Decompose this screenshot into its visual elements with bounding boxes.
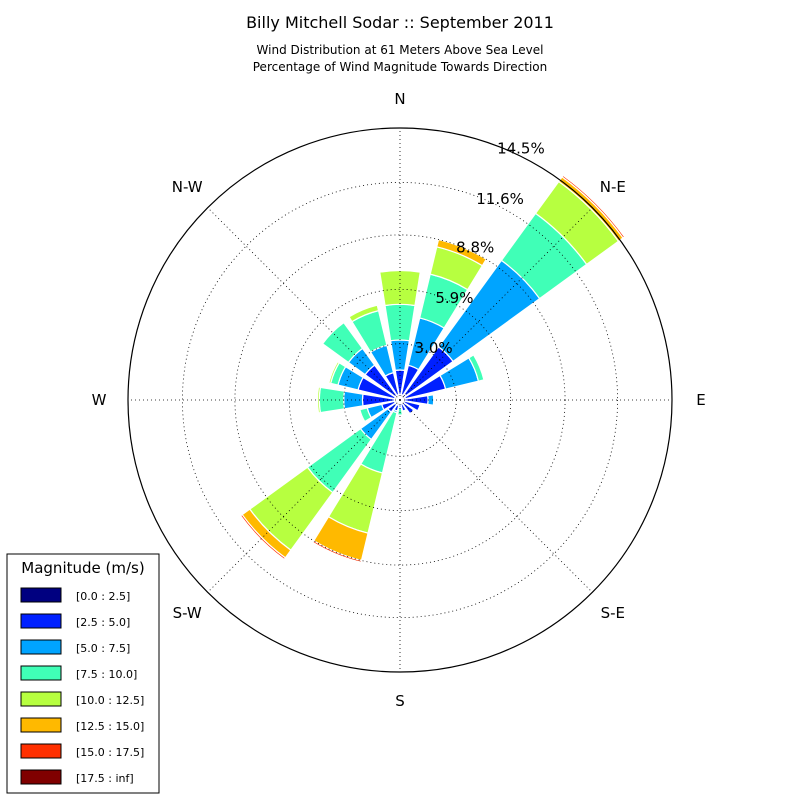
legend-swatch-1 — [20, 613, 62, 629]
wedge-dir-2-bin-7 — [562, 173, 627, 238]
legend-label-1: [2.5 : 5.0] — [76, 616, 130, 629]
direction-labels: N N-E E S-E S S-W W N-W — [92, 90, 706, 710]
legend-label-7: [17.5 : inf] — [76, 772, 134, 785]
chart-subtitle-line-2: Percentage of Wind Magnitude Towards Dir… — [253, 60, 547, 74]
ring-labels: 3.0% 5.9% 8.8% 11.6% 14.5% — [415, 140, 545, 357]
wedge-dir-14-bin-3 — [321, 321, 364, 364]
grid-ring-3 — [181, 181, 619, 619]
direction-label-s-e: S-E — [601, 604, 625, 622]
polar-plot-area: 3.0% 5.9% 8.8% 11.6% 14.5% N N-E E S-E S S-W W N-W — [92, 90, 706, 710]
wedge-dir-4-bin-2 — [427, 394, 435, 406]
direction-label-e: E — [696, 391, 705, 409]
legend-swatch-0 — [20, 587, 62, 603]
wedge-dir-0-bin-4 — [379, 270, 421, 307]
legend-label-6: [15.0 : 17.5] — [76, 746, 144, 759]
legend: Magnitude (m/s) [0.0 : 2.5] [2.5 : 5.0] [5… — [6, 553, 160, 794]
wind-wedges — [239, 173, 627, 564]
wedge-dir-9-bin-7 — [311, 541, 362, 564]
direction-label-n-w: N-W — [172, 178, 203, 196]
legend-label-3: [7.5 : 10.0] — [76, 668, 137, 681]
legend-swatch-3 — [20, 665, 62, 681]
wedge-dir-15-bin-4 — [348, 304, 380, 323]
direction-label-w: W — [92, 391, 107, 409]
legend-swatch-6 — [20, 743, 62, 759]
legend-swatch-5 — [20, 717, 62, 733]
legend-label-0: [0.0 : 2.5] — [76, 590, 130, 603]
chart-subtitle-line-1: Wind Distribution at 61 Meters Above Sea… — [257, 43, 544, 57]
direction-label-s: S — [395, 692, 405, 710]
chart-title: Billy Mitchell Sodar :: September 2011 — [246, 13, 554, 32]
direction-label-n-e: N-E — [600, 178, 626, 196]
ring-label-2: 8.8% — [456, 238, 494, 256]
wedge-dir-3-bin-3 — [467, 354, 485, 382]
polar-grid — [128, 128, 672, 672]
legend-label-4: [10.0 : 12.5] — [76, 694, 144, 707]
legend-label-5: [12.5 : 15.0] — [76, 720, 144, 733]
direction-label-s-w: S-W — [173, 604, 202, 622]
grid-ring-2 — [234, 234, 566, 566]
ring-label-4: 14.5% — [497, 140, 545, 158]
ring-label-3: 11.6% — [476, 190, 524, 208]
wedge-dir-12-bin-4 — [316, 386, 322, 414]
wedge-dir-1-bin-5 — [436, 238, 488, 267]
wedge-dir-11-bin-3 — [359, 407, 373, 423]
legend-swatch-2 — [20, 639, 62, 655]
grid-ring-1 — [288, 288, 512, 512]
ring-label-1: 5.9% — [435, 289, 473, 307]
legend-swatch-4 — [20, 691, 62, 707]
legend-swatch-7 — [20, 769, 62, 785]
legend-title: Magnitude (m/s) — [21, 559, 144, 577]
legend-entries: [0.0 : 2.5] [2.5 : 5.0] [5.0 : 7.5] [7.5 : … — [20, 587, 144, 785]
legend-label-2: [5.0 : 7.5] — [76, 642, 130, 655]
wedge-dir-12-bin-2 — [343, 390, 364, 410]
polar-frame — [127, 127, 673, 673]
direction-label-n: N — [394, 90, 405, 108]
wedge-dir-10-bin-6 — [239, 513, 287, 561]
wedge-dir-13-bin-4 — [328, 360, 341, 385]
ring-label-0: 3.0% — [415, 339, 453, 357]
